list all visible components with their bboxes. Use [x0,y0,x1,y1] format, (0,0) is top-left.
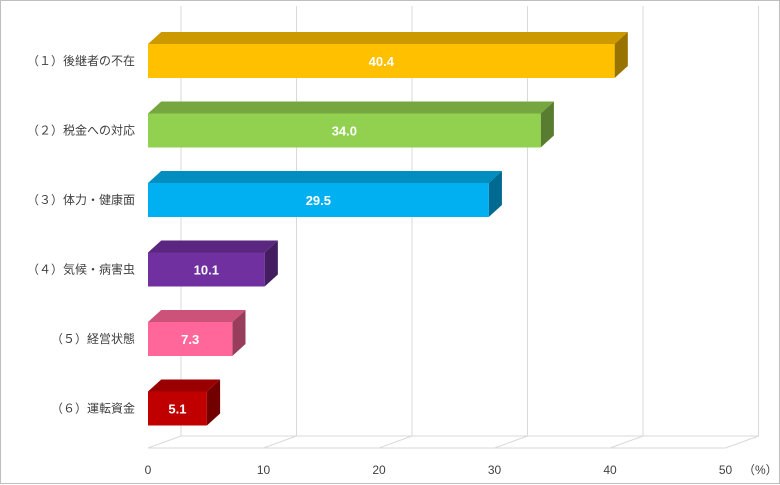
bar-top-face [148,101,554,114]
x-tick-label: 30 [488,463,502,477]
bar-value-label: 7.3 [181,332,199,347]
bar-front-face [148,391,207,426]
bar-side-face [614,32,628,78]
category-labels: （１）後継者の不在 （２）税金への対応 （３）体力・健康面 （４）気候・病害虫 （５）経… [27,53,135,416]
bar-top-face [148,240,278,253]
bars: 40.4 34.0 29.5 10.1 7.3 5.1 [148,32,628,426]
bar-side-face [206,379,221,426]
bar-front-face [148,44,615,78]
bar-front-face [148,252,265,287]
bar-top-face [148,379,221,392]
bar-value-label: 5.1 [168,402,186,417]
floor-gridline-0 [147,435,182,449]
bar-value-label: 10.1 [194,263,219,278]
bar [148,32,628,78]
bar-side-face [488,171,502,217]
x-axis-unit: （%） [743,463,778,477]
bar-value-label: 29.5 [306,193,331,208]
bar-value-label: 40.4 [369,54,395,69]
x-tick-label: 0 [145,463,152,477]
x-tick-label: 10 [257,463,271,477]
floor-gridline-40 [609,435,644,449]
floor-gridline-50 [725,435,759,449]
bar-side-face [540,101,554,148]
category-label: （４）気候・病害虫 [27,262,135,277]
category-label: （５）経営状態 [51,331,135,346]
floor-gridline-30 [494,435,528,449]
bar [148,171,502,217]
bar [148,240,278,287]
category-label: （２）税金への対応 [27,123,135,138]
bar-front-face [148,322,233,356]
bar-front-face [148,113,541,148]
floor-gridline-10 [263,435,297,449]
bar-side-face [232,310,246,356]
bar-top-face [148,310,246,322]
bar-top-face [148,171,502,183]
bar-front-face [148,183,489,217]
x-axis-ticks: 50 40 30 20 10 0 （%） [145,463,778,477]
category-label: （３）体力・健康面 [27,192,135,207]
bar-value-label: 34.0 [332,124,357,139]
bar [148,379,221,426]
bar [148,310,246,356]
x-tick-label: 40 [603,463,617,477]
category-label: （６）運転資金 [51,401,135,416]
category-label: （１）後継者の不在 [27,53,135,68]
bar [148,101,554,148]
bar-side-face [264,240,278,287]
x-tick-label: 20 [372,463,386,477]
floor-gridline-20 [378,435,413,449]
x-tick-label: 50 [719,463,733,477]
bar-top-face [148,32,628,44]
